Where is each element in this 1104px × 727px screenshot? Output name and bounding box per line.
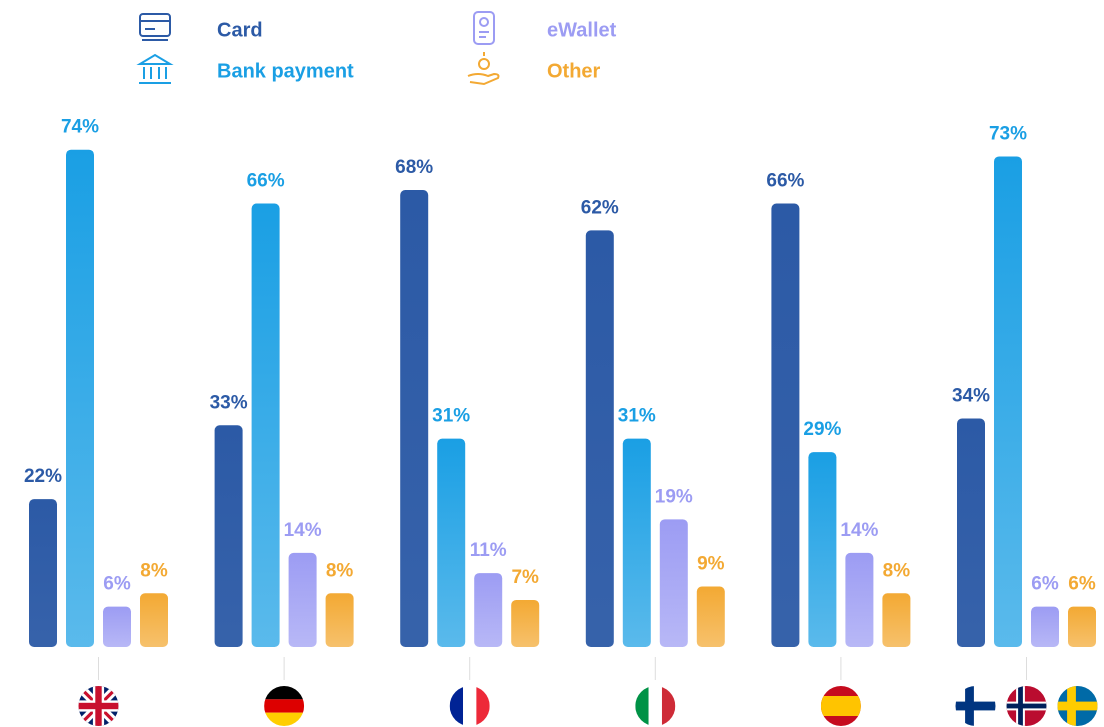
flag-part [264,712,305,726]
value-label: 29% [803,419,841,440]
value-label: 6% [103,574,131,595]
value-label: 6% [1068,574,1096,595]
flag-part [635,686,649,726]
bar [288,552,317,647]
flag-part [1006,703,1047,709]
value-label: 6% [1031,574,1059,595]
bar [140,593,168,647]
bar [29,499,57,647]
bar [214,425,243,647]
bar [585,230,614,648]
value-label: 66% [247,170,285,191]
bar [994,156,1022,647]
flag-part [264,686,305,700]
value-label: 14% [840,520,878,541]
value-label: 19% [655,486,693,507]
value-label: 74% [61,117,99,138]
flag-part [648,686,662,726]
flag [1057,686,1098,726]
bar [511,599,540,647]
bar [659,519,688,647]
bar [103,606,131,647]
flag-part [1057,701,1098,711]
legend-label: eWallet [547,19,617,41]
bank-icon [136,53,174,84]
value-label: 33% [210,392,248,413]
value-label: 8% [140,560,168,581]
bar [1031,606,1059,647]
bar [325,593,354,647]
flag-part [264,699,305,713]
value-label: 31% [432,406,470,427]
bar [845,552,874,647]
other-icon [467,52,500,86]
flag-part [476,686,490,726]
bar [1068,606,1096,647]
flag [1006,686,1047,726]
bar [696,586,725,647]
value-label: 68% [395,157,433,178]
value-label: 11% [470,540,507,561]
value-label: 14% [284,520,322,541]
value-label: 8% [883,560,911,581]
flag-part [661,686,676,726]
bar [771,203,800,648]
flag [78,686,119,726]
bar [622,438,651,647]
flag [635,686,676,726]
flag-part [955,701,996,711]
legend-label: Card [217,19,263,41]
flag [449,686,490,726]
bar [808,452,837,647]
flag [820,686,861,726]
value-label: 22% [24,466,62,487]
flag-part [449,686,464,726]
value-label: 62% [581,197,619,218]
value-label: 34% [952,386,990,407]
value-label: 9% [697,554,725,575]
bar [251,203,280,648]
bar [882,593,911,647]
bar [66,149,94,647]
flag-part [78,702,119,710]
flag-part [463,686,477,726]
value-label: 66% [766,170,804,191]
value-label: 73% [989,123,1027,144]
value-label: 7% [511,567,539,588]
legend-label: Bank payment [217,60,354,82]
bar [957,418,985,647]
flag [264,686,305,726]
card-icon [139,13,171,41]
ewallet-icon [473,11,495,45]
value-label: 8% [326,560,354,581]
flag-part [820,696,861,716]
value-label: 31% [618,406,656,427]
bar [437,438,466,647]
legend: Card Bank payment eWallet Other [136,11,617,86]
legend-label: Other [547,60,601,82]
bar [474,573,503,647]
flag [955,686,996,726]
bar [400,190,429,648]
